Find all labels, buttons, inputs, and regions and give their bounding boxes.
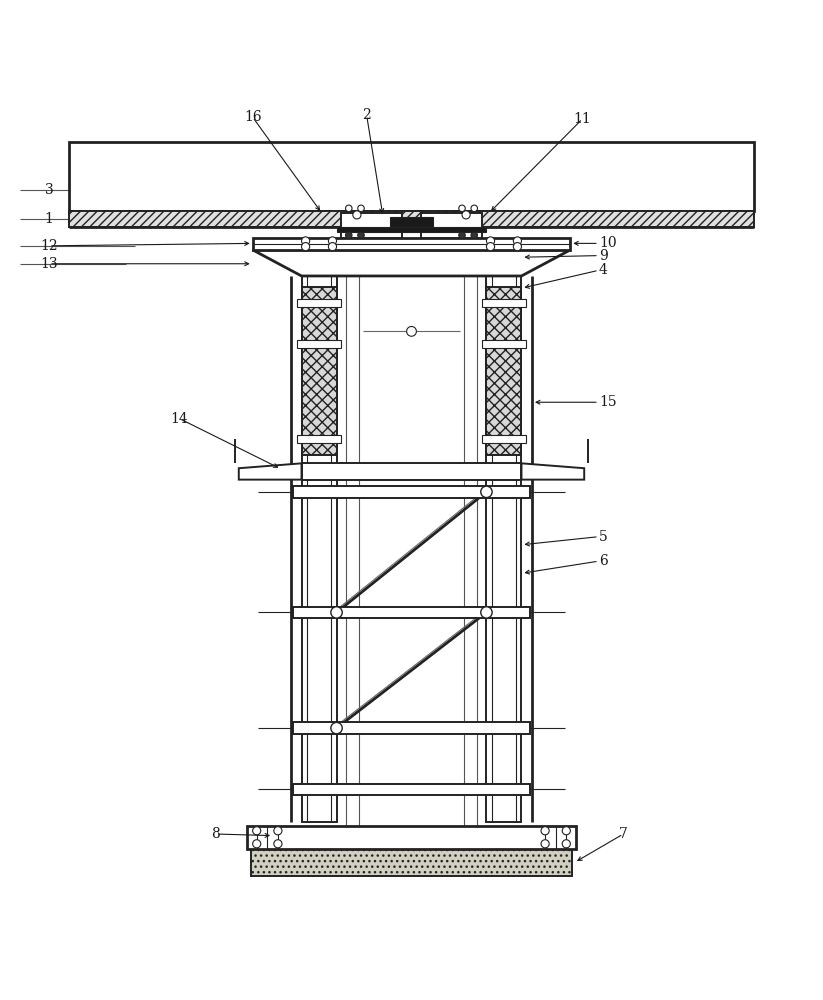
Text: 4: 4 (599, 263, 607, 277)
Text: 8: 8 (212, 827, 221, 841)
Polygon shape (253, 250, 570, 276)
Text: 12: 12 (40, 239, 58, 253)
Text: 5: 5 (599, 530, 607, 544)
Bar (337, 227, 486, 232)
Circle shape (346, 205, 352, 212)
Bar (293, 722, 530, 734)
Text: 13: 13 (40, 257, 58, 271)
Text: 16: 16 (244, 110, 262, 124)
Bar (301, 287, 337, 455)
Bar (69, 142, 754, 211)
Circle shape (541, 827, 549, 835)
Circle shape (253, 827, 261, 835)
Bar (69, 211, 754, 227)
Bar (482, 435, 526, 443)
Circle shape (562, 827, 570, 835)
Bar (293, 784, 530, 795)
Circle shape (331, 607, 342, 618)
Text: 14: 14 (170, 412, 188, 426)
Bar (247, 826, 576, 849)
Bar (251, 849, 572, 876)
Circle shape (458, 232, 465, 238)
Bar (486, 287, 522, 455)
Circle shape (301, 243, 309, 251)
Circle shape (541, 840, 549, 848)
Circle shape (481, 486, 492, 498)
Circle shape (486, 243, 495, 251)
Circle shape (407, 326, 416, 336)
Bar (301, 463, 522, 480)
Circle shape (358, 205, 365, 212)
Circle shape (253, 840, 261, 848)
Bar (293, 486, 530, 498)
Circle shape (471, 205, 477, 212)
Polygon shape (522, 463, 584, 480)
Circle shape (328, 243, 337, 251)
Circle shape (358, 232, 365, 238)
Bar (297, 340, 341, 348)
Circle shape (486, 237, 495, 245)
Circle shape (562, 840, 570, 848)
Text: 1: 1 (44, 212, 53, 226)
Circle shape (462, 211, 470, 219)
Text: 6: 6 (599, 554, 607, 568)
Bar (341, 213, 402, 238)
Bar (297, 435, 341, 443)
Bar (293, 607, 530, 618)
Circle shape (301, 237, 309, 245)
Circle shape (353, 211, 361, 219)
Text: 15: 15 (599, 395, 616, 409)
Bar (301, 276, 337, 822)
Circle shape (274, 827, 282, 835)
Bar (486, 276, 522, 822)
Circle shape (331, 722, 342, 734)
Circle shape (514, 237, 522, 245)
Circle shape (458, 205, 465, 212)
Text: 2: 2 (362, 108, 371, 122)
Bar (390, 217, 433, 231)
Circle shape (471, 232, 477, 238)
Circle shape (274, 840, 282, 848)
Circle shape (514, 243, 522, 251)
Bar (297, 299, 341, 307)
Bar (253, 238, 570, 250)
Text: 9: 9 (599, 249, 607, 263)
Bar (482, 299, 526, 307)
Text: 10: 10 (599, 236, 616, 250)
Circle shape (346, 232, 352, 238)
Circle shape (481, 607, 492, 618)
Text: 7: 7 (619, 827, 628, 841)
Circle shape (328, 237, 337, 245)
Text: 3: 3 (44, 183, 53, 197)
Text: 11: 11 (574, 112, 592, 126)
Bar (482, 340, 526, 348)
Polygon shape (239, 463, 301, 480)
Bar (421, 213, 482, 238)
